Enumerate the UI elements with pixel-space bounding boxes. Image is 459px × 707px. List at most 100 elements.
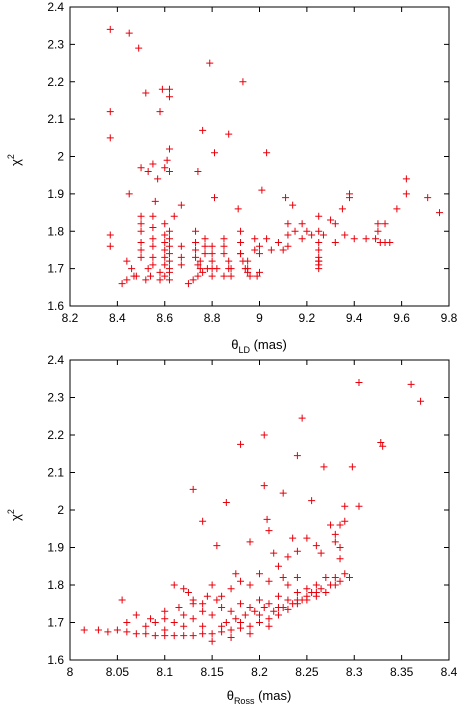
data-point	[270, 549, 278, 557]
data-point	[194, 272, 202, 280]
data-point	[227, 607, 235, 615]
chart-theta-ld: 8.2 8.4 8.6 8.8 9 9.2 9.4 9.6 9.8 1.6 1.7 1.8 1.9 2 2…	[6, 0, 458, 355]
data-point	[265, 577, 273, 585]
data-point	[203, 265, 211, 273]
data-point	[315, 238, 323, 246]
data-point	[151, 632, 159, 640]
data-point	[331, 581, 339, 589]
data-point	[165, 242, 173, 250]
data-point	[289, 534, 297, 542]
x-ticks-top: 8.2 8.4 8.6 8.8 9 9.2 9.4 9.6 9.8	[62, 7, 458, 325]
data-point	[312, 542, 320, 550]
data-point	[177, 253, 185, 261]
y-tick-label: 2.2	[47, 75, 64, 89]
data-point	[210, 194, 218, 202]
data-points-top	[106, 25, 444, 288]
data-point	[263, 149, 271, 157]
data-point	[154, 175, 162, 183]
data-point	[113, 626, 121, 634]
data-point	[213, 542, 221, 550]
data-point	[192, 227, 200, 235]
data-point	[341, 231, 349, 239]
data-point	[298, 220, 306, 228]
data-point	[341, 502, 349, 510]
data-point	[137, 164, 145, 172]
data-point	[142, 630, 150, 638]
data-point	[293, 589, 301, 596]
data-point	[196, 257, 204, 265]
data-point	[350, 235, 358, 243]
data-point	[308, 231, 316, 239]
data-point	[132, 611, 140, 619]
data-point	[246, 538, 254, 546]
data-point	[379, 442, 387, 450]
data-point	[106, 242, 114, 250]
data-point	[284, 231, 292, 239]
data-point	[149, 253, 157, 261]
data-point	[165, 93, 173, 101]
data-point	[135, 44, 143, 52]
x-tick-label: 8.2	[62, 311, 79, 325]
data-point	[237, 440, 245, 448]
data-point	[165, 250, 173, 258]
data-point	[341, 517, 349, 525]
data-point	[346, 194, 354, 202]
x-tick-label: 9.2	[299, 311, 316, 325]
data-point	[199, 126, 207, 134]
data-point	[194, 261, 202, 269]
x-tick-label: 8.05	[106, 665, 130, 679]
data-point	[331, 574, 339, 581]
x-tick-label: 8.35	[390, 665, 414, 679]
y-tick-label: 1.9	[47, 541, 64, 555]
data-point	[315, 246, 323, 254]
data-point	[274, 562, 282, 570]
data-point	[315, 212, 323, 220]
data-point	[218, 592, 226, 600]
data-point	[232, 615, 240, 623]
data-point	[213, 596, 221, 604]
y-tick-label: 2.1	[47, 112, 64, 126]
data-point	[94, 626, 102, 634]
data-point	[123, 276, 131, 284]
data-point	[227, 626, 235, 634]
data-point	[241, 265, 249, 273]
data-point	[208, 257, 216, 265]
data-point	[303, 585, 311, 593]
data-point	[303, 592, 311, 600]
x-tick-label: 8.6	[156, 311, 173, 325]
data-point	[201, 235, 209, 243]
y-tick-label: 2.4	[47, 353, 64, 367]
data-point	[180, 611, 188, 619]
x-tick-label: 8.2	[251, 665, 268, 679]
data-point	[137, 253, 145, 261]
x-tick-label: 8.15	[200, 665, 224, 679]
data-point	[265, 615, 273, 623]
data-point	[251, 246, 259, 254]
data-point	[239, 257, 247, 265]
data-point	[128, 265, 136, 273]
data-point	[149, 242, 157, 250]
data-point	[156, 108, 164, 116]
data-point	[362, 235, 370, 243]
data-point	[355, 502, 363, 510]
x-tick-label: 8.4	[441, 665, 458, 679]
data-point	[381, 220, 389, 228]
data-point	[165, 276, 173, 284]
data-point	[274, 604, 282, 611]
data-point	[274, 592, 282, 600]
data-point	[291, 227, 299, 235]
data-point	[149, 160, 157, 168]
data-point	[284, 605, 292, 613]
data-point	[256, 250, 263, 258]
data-point	[142, 89, 150, 97]
y-tick-label: 1.8	[47, 578, 64, 592]
data-point	[263, 515, 271, 523]
data-point	[253, 272, 261, 280]
data-point	[137, 238, 145, 246]
data-point	[165, 145, 173, 153]
data-point	[244, 268, 252, 276]
data-point	[175, 604, 183, 611]
data-point	[227, 634, 235, 641]
y-tick-label: 2.4	[47, 0, 64, 14]
